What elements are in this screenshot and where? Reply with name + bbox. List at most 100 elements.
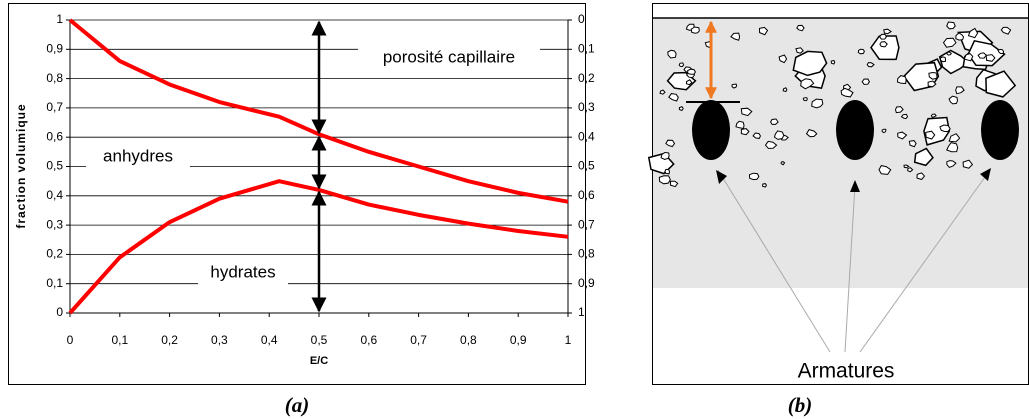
x-tick-label: 0,4 [261, 333, 278, 347]
aggregate [985, 70, 1017, 98]
y2-tick-label: 0,5 [578, 159, 595, 173]
y-tick-label: 1 [56, 12, 63, 26]
aggregate [938, 49, 970, 75]
aggregate [795, 47, 804, 54]
aggregate [735, 120, 745, 130]
aggregate [907, 167, 914, 173]
aggregate [985, 54, 996, 62]
aggregate [997, 48, 1005, 55]
pointer-head [716, 168, 991, 192]
y-tick-label: 0,9 [46, 41, 63, 55]
diagram-label: Armatures [798, 360, 895, 383]
aggregate [1000, 26, 1012, 35]
x-tick-label: 0,9 [510, 333, 527, 347]
x-tick-label: 0,1 [111, 333, 128, 347]
aggregate [773, 130, 785, 140]
x-tick-label: 1 [565, 333, 572, 347]
annotation: anhydres [103, 146, 173, 165]
aggregate [963, 53, 974, 62]
aggregate [903, 164, 910, 169]
aggregate [782, 87, 788, 93]
aggregate [778, 54, 788, 64]
aggregate [762, 183, 767, 188]
aggregate [946, 51, 953, 56]
aggregate [894, 106, 904, 114]
y2-tick-label: 1 [578, 305, 585, 319]
aggregate [792, 50, 828, 77]
aggregate [667, 49, 677, 59]
aggregate [955, 86, 965, 95]
y2-tick-label: 0,6 [578, 188, 595, 202]
aggregate [955, 32, 965, 41]
y-tick-label: 0,8 [46, 71, 63, 85]
y2-tick-label: 0,2 [578, 71, 595, 85]
aggregate [678, 105, 684, 112]
aggregate [913, 147, 934, 167]
aggregate [805, 129, 818, 138]
aggregate [748, 172, 760, 181]
aggregate [770, 118, 779, 125]
y2-tick-label: 0,1 [578, 41, 595, 55]
aggregate [731, 83, 738, 89]
y-tick-label: 0,2 [46, 247, 63, 261]
y-tick-label: 0,3 [46, 217, 63, 231]
aggregate [866, 62, 875, 68]
rebar [692, 100, 730, 160]
aggregate [740, 107, 753, 117]
y-tick-label: 0,4 [46, 188, 63, 202]
aggregate [659, 89, 666, 95]
pointer [859, 169, 991, 353]
aggregate [896, 75, 907, 85]
aggregate [668, 93, 679, 102]
aggregate [946, 21, 956, 30]
aggregate [897, 131, 908, 140]
aggregate [946, 160, 957, 168]
aggregate [927, 80, 937, 88]
y2-tick-label: 0,3 [578, 100, 595, 114]
aggregate [878, 33, 887, 40]
aggregate [802, 97, 808, 102]
chart: 0 0,1 0,2 0,3 0,4 0,5 0,6 0,7 0,8 0,9 1 0 0,1 0,2 0,3 0… [8, 3, 595, 385]
aggregate [861, 78, 870, 85]
aggregate [916, 172, 926, 181]
aggregate [780, 161, 786, 166]
x-tick-label: 0,7 [410, 333, 427, 347]
aggregate [730, 32, 741, 41]
aggregate [811, 98, 824, 109]
label-bg [198, 260, 288, 286]
aggregate [900, 113, 909, 120]
aggregate [669, 180, 679, 188]
aggregate [857, 48, 865, 55]
aggregate [690, 26, 700, 34]
aggregate [883, 28, 893, 35]
aggregate [925, 130, 936, 140]
aggregate [840, 87, 854, 98]
annotation: hydrates [210, 262, 275, 281]
pointer [717, 169, 831, 353]
aggregate [930, 113, 937, 119]
aggregate [939, 56, 946, 63]
aggregate [740, 128, 750, 136]
aggregate [942, 37, 957, 48]
aggregate [967, 27, 979, 39]
caption: (a) [285, 393, 310, 417]
aggregate [800, 78, 815, 90]
x-tick-label: 0,6 [360, 333, 377, 347]
aggregate [665, 139, 676, 148]
aggregate [752, 132, 761, 139]
series-line [68, 179, 569, 315]
annotation: porosité capillaire [383, 47, 515, 66]
y-axis-label: fraction volumique [14, 103, 28, 228]
aggregate [658, 175, 671, 185]
aggregate [758, 26, 769, 36]
x-tick-label: 0,5 [311, 333, 328, 347]
diagram: Armatures [647, 3, 1029, 385]
label-bg [86, 144, 190, 170]
x-tick-label: 0,8 [460, 333, 477, 347]
aggregate [928, 71, 938, 80]
y2-tick-label: 0,9 [578, 276, 595, 290]
rebar [836, 100, 874, 160]
y-tick-label: 0,5 [46, 159, 63, 173]
